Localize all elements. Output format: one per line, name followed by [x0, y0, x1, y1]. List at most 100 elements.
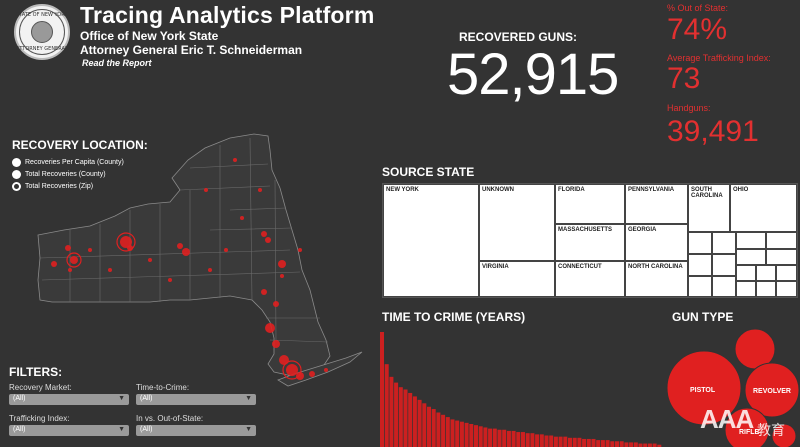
- ny-state-map[interactable]: [30, 130, 375, 400]
- time-to-crime-bar[interactable]: [647, 443, 652, 447]
- time-to-crime-bar[interactable]: [431, 409, 436, 447]
- time-to-crime-bar[interactable]: [521, 432, 525, 447]
- radio-per-capita-county[interactable]: Recoveries Per Capita (County): [12, 156, 124, 168]
- treemap-cell-small[interactable]: [766, 249, 797, 265]
- time-to-crime-bar[interactable]: [445, 417, 450, 447]
- treemap-cell-small[interactable]: [776, 281, 797, 297]
- time-to-crime-bar[interactable]: [652, 443, 657, 447]
- time-to-crime-bar[interactable]: [412, 396, 417, 447]
- time-to-crime-bar[interactable]: [422, 403, 427, 447]
- time-to-crime-bar[interactable]: [615, 441, 619, 447]
- bubble-revolver[interactable]: [744, 362, 800, 418]
- time-to-crime-bar[interactable]: [525, 433, 530, 447]
- radio-button-selected[interactable]: [12, 181, 21, 191]
- time-to-crime-bar[interactable]: [530, 433, 535, 447]
- treemap-cell-ohio[interactable]: OHIO: [730, 184, 797, 232]
- treemap-cell-new-york[interactable]: NEW YORK: [383, 184, 479, 297]
- treemap-cell-small[interactable]: [712, 232, 736, 254]
- radio-total-zip[interactable]: Total Recoveries (Zip): [12, 180, 124, 192]
- time-to-crime-bar[interactable]: [535, 434, 540, 447]
- time-to-crime-bar[interactable]: [394, 382, 399, 447]
- source-state-treemap[interactable]: NEW YORK UNKNOWN FLORIDA PENNSYLVANIA SO…: [382, 183, 798, 298]
- treemap-cell-small[interactable]: [756, 265, 776, 281]
- radio-button[interactable]: [12, 157, 21, 167]
- time-to-crime-chart[interactable]: [380, 328, 662, 447]
- treemap-cell-small[interactable]: [756, 281, 776, 297]
- time-to-crime-bar[interactable]: [398, 387, 403, 447]
- time-to-crime-select[interactable]: (All) ▼: [136, 394, 256, 405]
- time-to-crime-bar[interactable]: [572, 437, 577, 447]
- time-to-crime-bar[interactable]: [483, 427, 488, 447]
- time-to-crime-bar[interactable]: [624, 442, 629, 447]
- time-to-crime-bar[interactable]: [638, 443, 643, 447]
- treemap-cell-virginia[interactable]: VIRGINIA: [479, 261, 555, 297]
- treemap-cell-small[interactable]: [688, 232, 712, 254]
- time-to-crime-bar[interactable]: [568, 437, 572, 447]
- read-report-link[interactable]: Read the Report: [82, 58, 152, 68]
- treemap-cell-connecticut[interactable]: CONNECTICUT: [555, 261, 625, 297]
- recovery-market-select[interactable]: (All) ▼: [9, 394, 129, 405]
- time-to-crime-bar[interactable]: [516, 432, 521, 447]
- radio-total-county[interactable]: Total Recoveries (County): [12, 168, 124, 180]
- treemap-cell-small[interactable]: [736, 265, 756, 281]
- time-to-crime-bar[interactable]: [591, 438, 596, 447]
- treemap-cell-unknown[interactable]: UNKNOWN: [479, 184, 555, 261]
- treemap-cell-small[interactable]: [712, 254, 736, 276]
- treemap-cell-south-carolina[interactable]: SOUTH CAROLINA: [688, 184, 730, 232]
- treemap-cell-small[interactable]: [688, 276, 712, 297]
- treemap-cell-small[interactable]: [736, 249, 766, 265]
- time-to-crime-bar[interactable]: [605, 440, 610, 447]
- treemap-cell-small[interactable]: [736, 232, 766, 249]
- time-to-crime-bar[interactable]: [427, 406, 431, 447]
- treemap-cell-massachusetts[interactable]: MASSACHUSETTS: [555, 224, 625, 261]
- time-to-crime-bar[interactable]: [436, 412, 441, 447]
- time-to-crime-bar[interactable]: [384, 364, 389, 447]
- time-to-crime-bar[interactable]: [610, 441, 615, 447]
- time-to-crime-bar[interactable]: [619, 441, 624, 447]
- time-to-crime-bar[interactable]: [488, 428, 493, 447]
- bubble-pistol[interactable]: [666, 350, 742, 426]
- treemap-cell-small[interactable]: [712, 276, 736, 297]
- treemap-cell-small[interactable]: [766, 232, 797, 249]
- time-to-crime-bar[interactable]: [474, 425, 478, 447]
- time-to-crime-bar[interactable]: [563, 436, 568, 447]
- time-to-crime-bar[interactable]: [502, 429, 507, 447]
- time-to-crime-bar[interactable]: [455, 420, 460, 447]
- time-to-crime-bar[interactable]: [633, 442, 638, 447]
- treemap-cell-florida[interactable]: FLORIDA: [555, 184, 625, 224]
- time-to-crime-bar[interactable]: [657, 444, 662, 447]
- time-to-crime-bar[interactable]: [577, 437, 582, 447]
- time-to-crime-bar[interactable]: [643, 443, 648, 447]
- time-to-crime-bar[interactable]: [469, 424, 474, 447]
- treemap-cell-small[interactable]: [776, 265, 797, 281]
- time-to-crime-bar[interactable]: [539, 434, 544, 447]
- treemap-cell-north-carolina[interactable]: NORTH CAROLINA: [625, 261, 688, 297]
- time-to-crime-bar[interactable]: [629, 442, 634, 447]
- treemap-cell-georgia[interactable]: GEORGIA: [625, 224, 688, 261]
- time-to-crime-bar[interactable]: [596, 440, 601, 447]
- time-to-crime-bar[interactable]: [464, 422, 469, 447]
- treemap-cell-small[interactable]: [736, 281, 756, 297]
- time-to-crime-bar[interactable]: [492, 428, 497, 447]
- treemap-cell-small[interactable]: [688, 254, 712, 276]
- bubble-other[interactable]: [771, 423, 797, 447]
- time-to-crime-bar[interactable]: [417, 399, 422, 447]
- time-to-crime-bar[interactable]: [408, 392, 413, 447]
- trafficking-index-select[interactable]: (All) ▼: [9, 425, 129, 436]
- time-to-crime-bar[interactable]: [506, 430, 511, 447]
- time-to-crime-bar[interactable]: [403, 389, 408, 447]
- time-to-crime-bar[interactable]: [441, 414, 446, 447]
- time-to-crime-bar[interactable]: [380, 332, 384, 447]
- time-to-crime-bar[interactable]: [450, 419, 455, 447]
- treemap-cell-pennsylvania[interactable]: PENNSYLVANIA: [625, 184, 688, 224]
- time-to-crime-bar[interactable]: [582, 438, 587, 447]
- time-to-crime-bar[interactable]: [558, 436, 563, 447]
- gun-type-bubble-chart[interactable]: PISTOL REVOLVER RIFLE: [664, 328, 800, 447]
- time-to-crime-bar[interactable]: [511, 430, 516, 447]
- radio-button[interactable]: [12, 169, 21, 179]
- in-vs-out-select[interactable]: (All) ▼: [136, 425, 256, 436]
- time-to-crime-bar[interactable]: [600, 440, 605, 447]
- bubble-rifle[interactable]: [724, 407, 770, 447]
- time-to-crime-bar[interactable]: [544, 435, 549, 447]
- time-to-crime-bar[interactable]: [389, 376, 394, 447]
